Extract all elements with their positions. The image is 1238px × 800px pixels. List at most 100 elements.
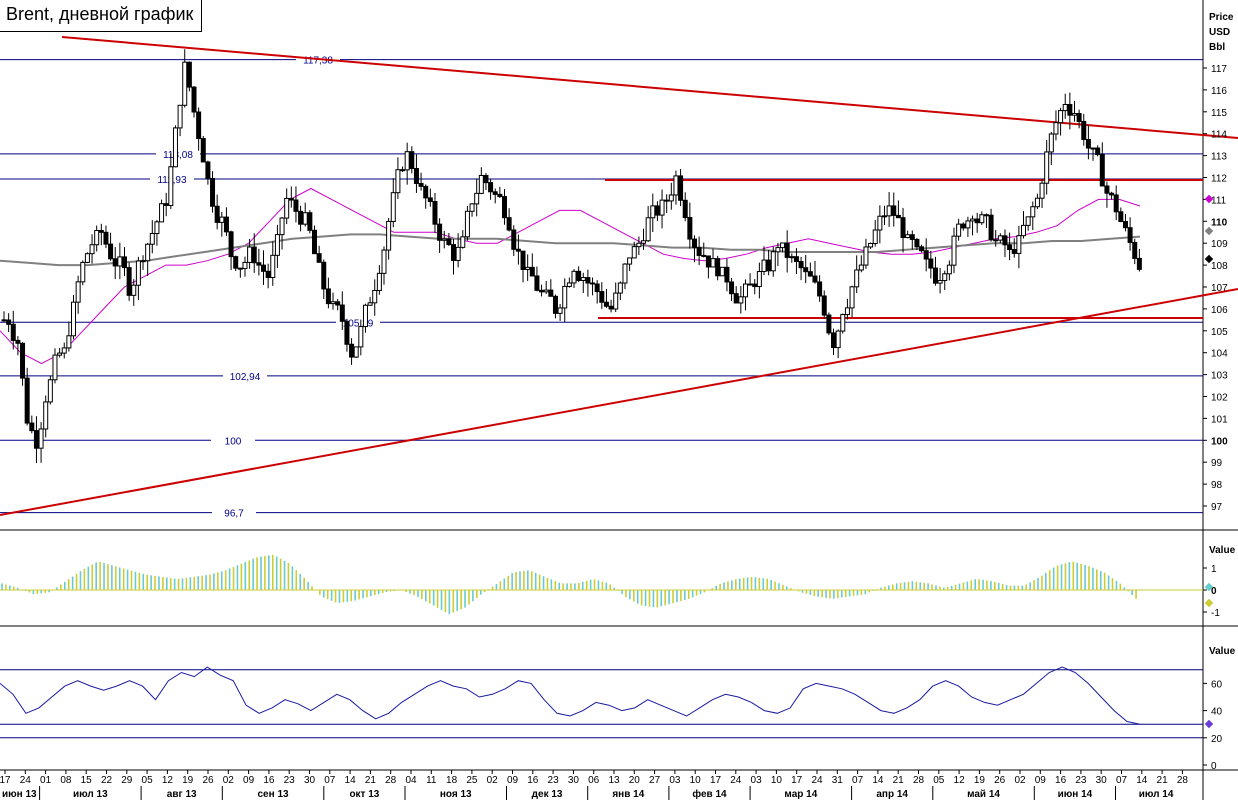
candle-body [94,230,100,246]
candle-body [149,233,155,245]
candle-body [191,86,197,113]
time-tick-label: 17 [791,775,803,786]
candle-body [562,285,568,309]
candle-body [585,277,591,284]
time-tick-label: 03 [669,775,681,786]
candle-body [200,138,206,163]
price-level-label: 96,7 [224,509,244,520]
time-tick-label: 10 [771,775,783,786]
candle-body [24,377,30,424]
candle-body [330,301,336,305]
month-label: фев 14 [692,788,727,800]
candle-body [664,199,670,202]
candle-body [376,272,382,291]
candle-body [515,248,521,252]
candle-body [367,302,373,306]
candle-body [469,203,475,212]
time-tick-label: 17 [0,775,11,786]
time-tick-label: 28 [913,775,925,786]
time-tick-label: 19 [182,775,194,786]
candle-body [617,282,623,294]
candle-body [339,304,345,322]
candle-body [302,212,308,225]
last-price-marker [1204,254,1214,264]
time-tick-label: 21 [365,775,377,786]
candle-body [951,235,957,266]
candle-body [121,256,127,269]
time-tick-label: 09 [243,775,255,786]
time-tick-label: 20 [629,775,641,786]
candle-body [390,192,396,222]
candle-body [831,332,837,349]
candle-body [738,296,744,304]
time-tick-label: 26 [202,775,214,786]
candle-body [849,286,855,309]
candle-body [789,256,795,259]
time-tick-label: 27 [649,775,661,786]
candle-body [520,250,526,270]
price-level-label-bg [156,146,200,160]
month-label: июн 14 [1058,789,1093,800]
time-tick-label: 02 [487,775,499,786]
time-tick-label: 07 [1116,775,1128,786]
candle-body [237,267,243,270]
moving-averages [0,187,1141,365]
price-tick-label: 103 [1211,371,1228,382]
candle-body [854,269,860,288]
time-tick-label: 07 [852,775,864,786]
candle-body [451,244,457,261]
candle-body [1099,153,1105,187]
rsi-tick-label: 20 [1211,734,1223,745]
candle-body [71,301,77,337]
month-label: дек 13 [532,789,563,800]
price-axis-title-line-1: Price [1209,12,1234,23]
candle-body [580,277,586,281]
time-tick-label: 02 [1014,775,1026,786]
candle-body [284,197,290,219]
osc-marker-neg [1204,598,1214,608]
price-axis-title-line-3: Bbl [1209,42,1225,53]
candle-body [668,194,674,202]
candle-body [641,240,647,244]
rsi-tick-label: 40 [1211,707,1223,718]
price-axis: 97 98 99 100 101 102 103 104 105 106 107 108 109 110 1… [1203,64,1228,513]
rsi-axis: 60 40 20 0 [1203,679,1223,772]
candles [1,49,1142,464]
candle-body [696,247,702,256]
rsi-marker [1204,719,1214,729]
candle-body [474,192,480,205]
candle-body [117,256,123,267]
candle-body [488,182,494,193]
month-label: апр 14 [876,789,908,800]
candle-body [460,236,466,248]
candle-body [543,289,549,293]
candle-body [798,261,804,269]
candle-body [993,239,999,242]
candle-body [61,347,67,354]
candle-body [1071,112,1077,116]
candle-body [780,242,786,249]
rsi-panel [0,666,1203,739]
candle-body [682,199,688,219]
candle-body [1136,257,1142,270]
month-label: мар 14 [784,789,817,800]
candle-body [265,270,271,279]
candle-body [75,281,81,303]
candle-body [868,242,874,248]
time-tick-label: 23 [1075,775,1087,786]
candle-body [691,238,697,249]
month-label: янв 14 [612,789,644,800]
candle-body [47,379,53,403]
candle-body [979,214,985,224]
time-tick-label: 16 [1055,775,1067,786]
time-tick-label: 02 [223,775,235,786]
candle-body [960,223,966,229]
candle-body [784,242,790,258]
candle-body [761,259,767,273]
candle-body [844,307,850,316]
time-tick-label: 16 [263,775,275,786]
candle-body [886,205,892,217]
price-tick-label: 117 [1211,64,1227,75]
